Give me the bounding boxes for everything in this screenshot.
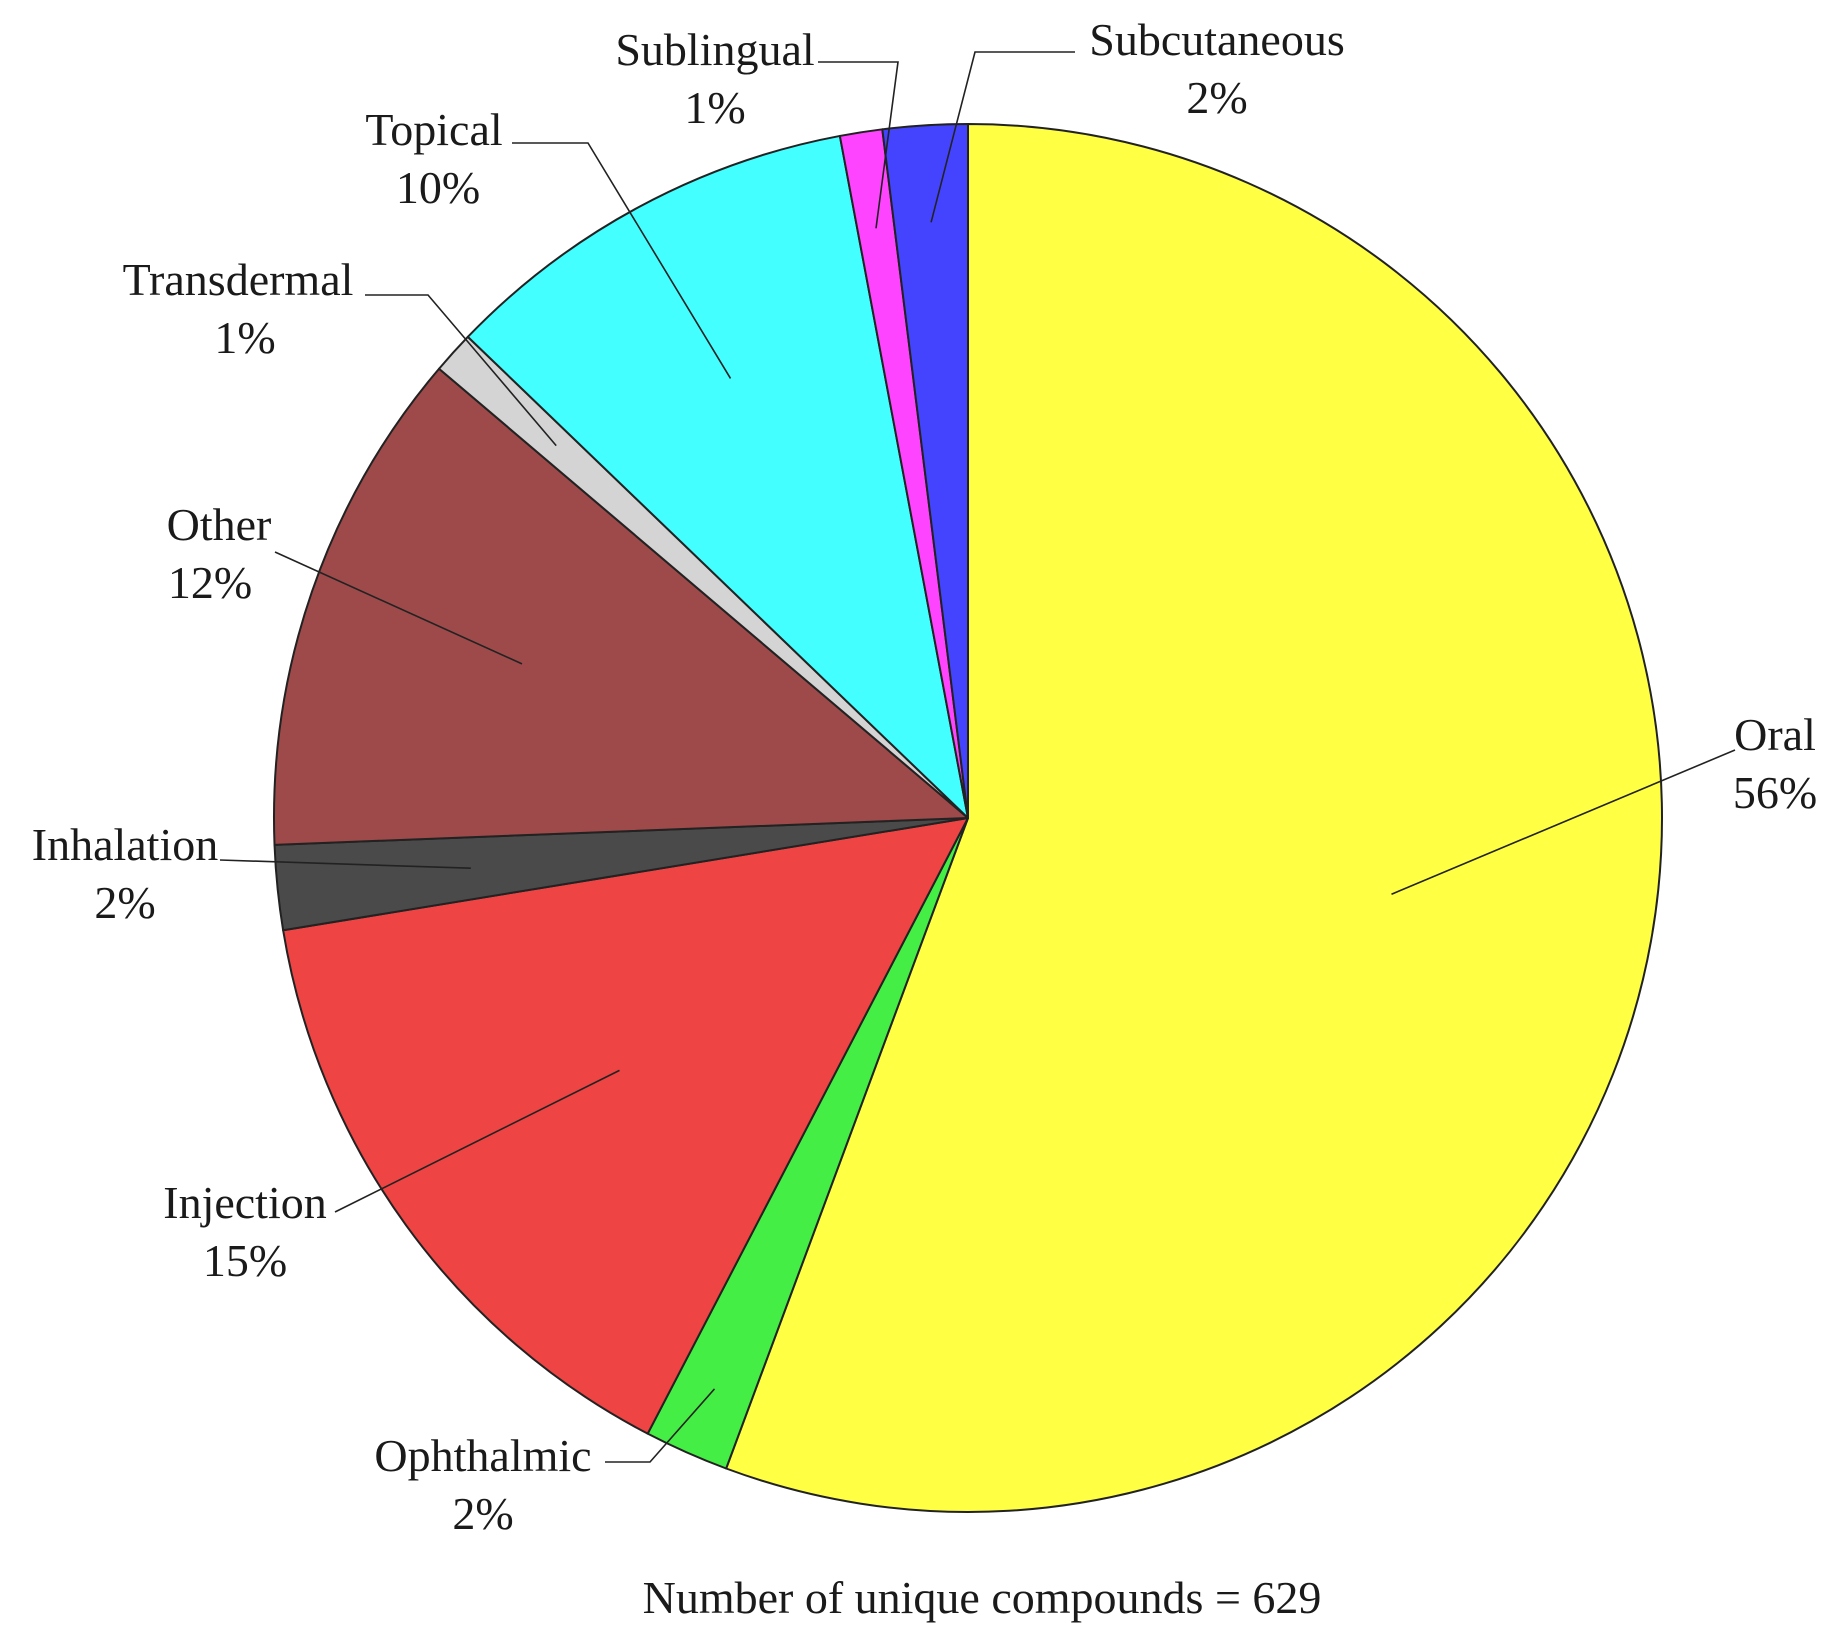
slice-topical — [466, 134, 969, 819]
label-topical-value: 10% — [396, 162, 480, 213]
slice-oral — [725, 123, 1663, 1513]
leader-transdermal — [365, 294, 557, 447]
leader-sublingual — [818, 61, 899, 229]
label-inhalation-name: Inhalation — [32, 819, 219, 870]
label-transdermal-value: 1% — [214, 312, 275, 363]
label-ophthalmic-value: 2% — [452, 1488, 513, 1539]
leader-ophthalmic — [605, 1388, 716, 1463]
leader-oral — [1391, 749, 1736, 895]
label-sublingual-name: Sublingual — [615, 24, 814, 75]
label-subcutaneous-name: Subcutaneous — [1089, 14, 1345, 65]
leader-inhalation — [219, 859, 471, 869]
leader-other — [274, 551, 523, 665]
slice-injection — [282, 817, 969, 1435]
leader-topical — [512, 142, 732, 379]
label-inhalation-value: 2% — [94, 877, 155, 928]
slice-other — [273, 367, 969, 846]
leader-subcutaneous — [930, 51, 1075, 223]
leader-lines — [219, 51, 1736, 1463]
pie-slices — [273, 123, 1663, 1513]
label-sublingual-value: 1% — [684, 82, 745, 133]
leader-injection — [334, 1069, 620, 1213]
label-subcutaneous-value: 2% — [1186, 72, 1247, 123]
label-topical-name: Topical — [365, 104, 502, 155]
label-ophthalmic-name: Ophthalmic — [374, 1430, 591, 1481]
label-injection-value: 15% — [203, 1235, 287, 1286]
label-other-name: Other — [167, 499, 272, 550]
label-injection-name: Injection — [163, 1177, 327, 1228]
slice-subcutaneous — [881, 123, 969, 819]
label-other-value: 12% — [168, 557, 252, 608]
compound-count-note: Number of unique compounds = 629 — [643, 1572, 1322, 1623]
label-oral-value: 56% — [1733, 767, 1817, 818]
label-transdermal-name: Transdermal — [123, 254, 354, 305]
label-oral-name: Oral — [1734, 709, 1816, 760]
